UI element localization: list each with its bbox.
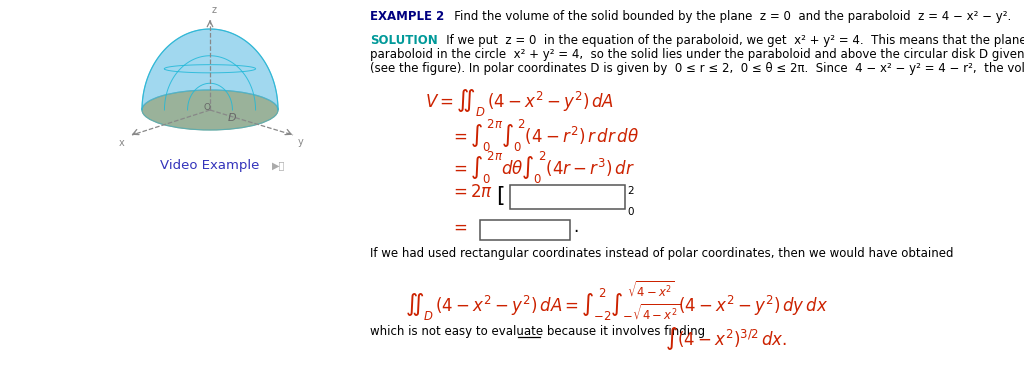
Text: $V = \iint_D\,(4 - x^2 - y^2)\,dA$: $V = \iint_D\,(4 - x^2 - y^2)\,dA$	[425, 87, 614, 118]
Text: $\int (4 - x^2)^{3/2}\,dx.$: $\int (4 - x^2)^{3/2}\,dx.$	[665, 325, 787, 352]
Text: $\iint_D\,(4 - x^2 - y^2)\,dA = \int_{-2}^{\,2}\int_{-\sqrt{4-x^2}}^{\,\sqrt{4-x: $\iint_D\,(4 - x^2 - y^2)\,dA = \int_{-2…	[406, 280, 828, 323]
Text: EXAMPLE 2: EXAMPLE 2	[370, 10, 444, 23]
Text: $= 2\pi$: $= 2\pi$	[450, 183, 494, 201]
Text: x: x	[118, 138, 124, 148]
Text: If we had used rectangular coordinates instead of polar coordinates, then we wou: If we had used rectangular coordinates i…	[370, 247, 953, 260]
Text: $= \int_0^{\,2\pi} d\theta \int_0^{\,2} (4r - r^3)\,dr$: $= \int_0^{\,2\pi} d\theta \int_0^{\,2} …	[450, 150, 635, 186]
Text: 0: 0	[627, 207, 634, 217]
Text: .: .	[573, 218, 579, 236]
Text: O: O	[204, 102, 211, 111]
FancyBboxPatch shape	[480, 220, 570, 240]
Text: 2: 2	[627, 186, 634, 196]
FancyBboxPatch shape	[510, 185, 625, 209]
Text: z: z	[212, 5, 217, 15]
Text: which is not easy to evaluate because it involves finding: which is not easy to evaluate because it…	[370, 325, 706, 338]
Text: $= \int_0^{\,2\pi} \int_0^{\,2} (4 - r^2)\,r\,dr\,d\theta$: $= \int_0^{\,2\pi} \int_0^{\,2} (4 - r^2…	[450, 118, 639, 154]
Text: D: D	[227, 113, 237, 123]
Text: Video Example: Video Example	[161, 158, 260, 172]
Ellipse shape	[142, 90, 278, 130]
Polygon shape	[142, 29, 278, 110]
Text: ▶⦿: ▶⦿	[272, 160, 286, 170]
Text: (see the figure). In polar coordinates D is given by  0 ≤ r ≤ 2,  0 ≤ θ ≤ 2π.  S: (see the figure). In polar coordinates D…	[370, 62, 1024, 75]
Ellipse shape	[142, 90, 278, 130]
Text: If we put  z = 0  in the equation of the paraboloid, we get  x² + y² = 4.  This : If we put z = 0 in the equation of the p…	[435, 34, 1024, 47]
Text: SOLUTION: SOLUTION	[370, 34, 437, 47]
Text: y: y	[298, 137, 304, 147]
Text: Find the volume of the solid bounded by the plane  z = 0  and the paraboloid  z : Find the volume of the solid bounded by …	[443, 10, 1012, 23]
Text: [: [	[497, 186, 505, 206]
Text: $=$: $=$	[450, 218, 467, 236]
Text: paraboloid in the circle  x² + y² = 4,  so the solid lies under the paraboloid a: paraboloid in the circle x² + y² = 4, so…	[370, 48, 1024, 61]
